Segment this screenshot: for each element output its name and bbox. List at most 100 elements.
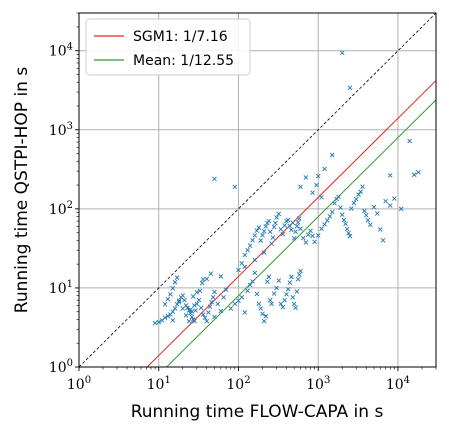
scatter-point: [298, 226, 303, 232]
scatter-point: [319, 226, 324, 232]
scatter-point: [297, 272, 302, 278]
scatter-point: [287, 280, 293, 285]
scatter-point: [295, 276, 301, 282]
scatter-point: [172, 306, 178, 311]
scatter-point: [188, 307, 193, 313]
scatter-point: [242, 310, 248, 315]
scatter-point: [293, 229, 298, 234]
scatter-point: [242, 252, 248, 258]
legend-label-sgm1: SGM1: 1/7.16: [133, 29, 228, 45]
scatter-point: [239, 295, 245, 300]
scatter-point: [347, 85, 353, 91]
scatter-point: [346, 230, 351, 236]
scatter-point: [411, 172, 417, 178]
scatter-point: [387, 173, 393, 178]
scatter-point: [315, 233, 321, 238]
scatter-point: [165, 313, 171, 319]
scatter-point: [398, 206, 404, 212]
scatter-point: [260, 232, 265, 238]
scatter-point: [209, 299, 214, 305]
scatter-point: [263, 313, 269, 319]
scatter-point: [303, 175, 309, 180]
scatter-point: [189, 314, 195, 320]
scatter-point: [289, 227, 294, 233]
scatter-point: [204, 318, 210, 324]
scatter-point: [343, 221, 348, 227]
scatter-point: [415, 169, 421, 175]
scatter-point: [383, 198, 388, 204]
scatter-point: [312, 239, 317, 245]
scatter-point: [303, 240, 309, 245]
scatter-point: [407, 138, 412, 144]
scatter-point: [305, 232, 311, 237]
scatter-point: [250, 238, 255, 243]
scatter-point: [252, 233, 258, 238]
scatter-point: [170, 309, 176, 315]
scatter-point: [180, 306, 186, 311]
scatter-point: [285, 287, 291, 292]
scatter-point: [261, 318, 267, 324]
scatter-point: [289, 274, 294, 280]
scatter-point: [256, 301, 262, 307]
scatter-point: [193, 308, 198, 313]
scatter-point: [252, 257, 258, 263]
scatter-point: [254, 228, 260, 233]
scatter-point: [156, 319, 162, 325]
scatter-point: [194, 301, 200, 307]
scatter-point: [207, 304, 213, 309]
scatter-point: [278, 301, 284, 307]
scatter-point: [291, 236, 297, 241]
x-tick-label: 104: [386, 375, 410, 393]
scatter-point: [232, 301, 238, 307]
scatter-point: [218, 308, 224, 314]
scatter-point: [327, 214, 333, 219]
y-tick-label: 101: [49, 279, 73, 297]
scatter-point: [278, 226, 284, 232]
scatter-point: [192, 303, 197, 308]
scatter-point: [180, 293, 186, 298]
scatter-point: [351, 200, 357, 206]
scatter-point: [347, 233, 353, 239]
scatter-point: [290, 220, 296, 226]
mean-fit-line: [165, 99, 436, 367]
scatter-point: [329, 209, 335, 215]
scatter-point: [218, 274, 224, 279]
scatter-point: [152, 320, 158, 326]
scatter-point: [194, 290, 200, 295]
scatter-point: [212, 289, 217, 295]
y-tick-label: 104: [49, 42, 73, 60]
scatter-point: [247, 282, 253, 288]
scatter-point: [190, 294, 196, 299]
y-tick-label: 102: [49, 200, 73, 218]
ticks: 100 101 102 103 104 100 101 102 103 104: [49, 12, 437, 393]
scatter-point: [242, 264, 248, 270]
scatter-point: [261, 228, 267, 234]
scatter-point: [269, 301, 274, 307]
y-tick-label: 103: [49, 121, 73, 139]
scatter-point: [353, 196, 359, 202]
scatter-point: [285, 217, 291, 223]
scatter-point: [236, 267, 241, 273]
scatter-point: [267, 297, 273, 303]
scatter-point: [360, 184, 365, 190]
scatter-point: [266, 274, 272, 280]
scatter-point: [170, 285, 176, 291]
scatter-point: [322, 222, 327, 227]
scatter-point: [212, 176, 217, 182]
scatter-point: [273, 220, 278, 226]
scatter-point: [200, 277, 206, 282]
x-tick-label: 102: [226, 375, 250, 393]
scatter-point: [298, 268, 303, 274]
scatter-point: [344, 226, 350, 232]
scatter-point: [189, 309, 195, 315]
scatter-point: [284, 292, 289, 297]
scatter-point: [339, 212, 345, 218]
scatter-point: [245, 288, 250, 294]
scatter-point: [176, 298, 182, 303]
scatter-point: [223, 287, 229, 293]
sgm1-fit-line: [146, 80, 436, 367]
scatter-point: [258, 238, 264, 243]
scatter-point: [258, 306, 264, 311]
scatter-point: [276, 211, 282, 217]
